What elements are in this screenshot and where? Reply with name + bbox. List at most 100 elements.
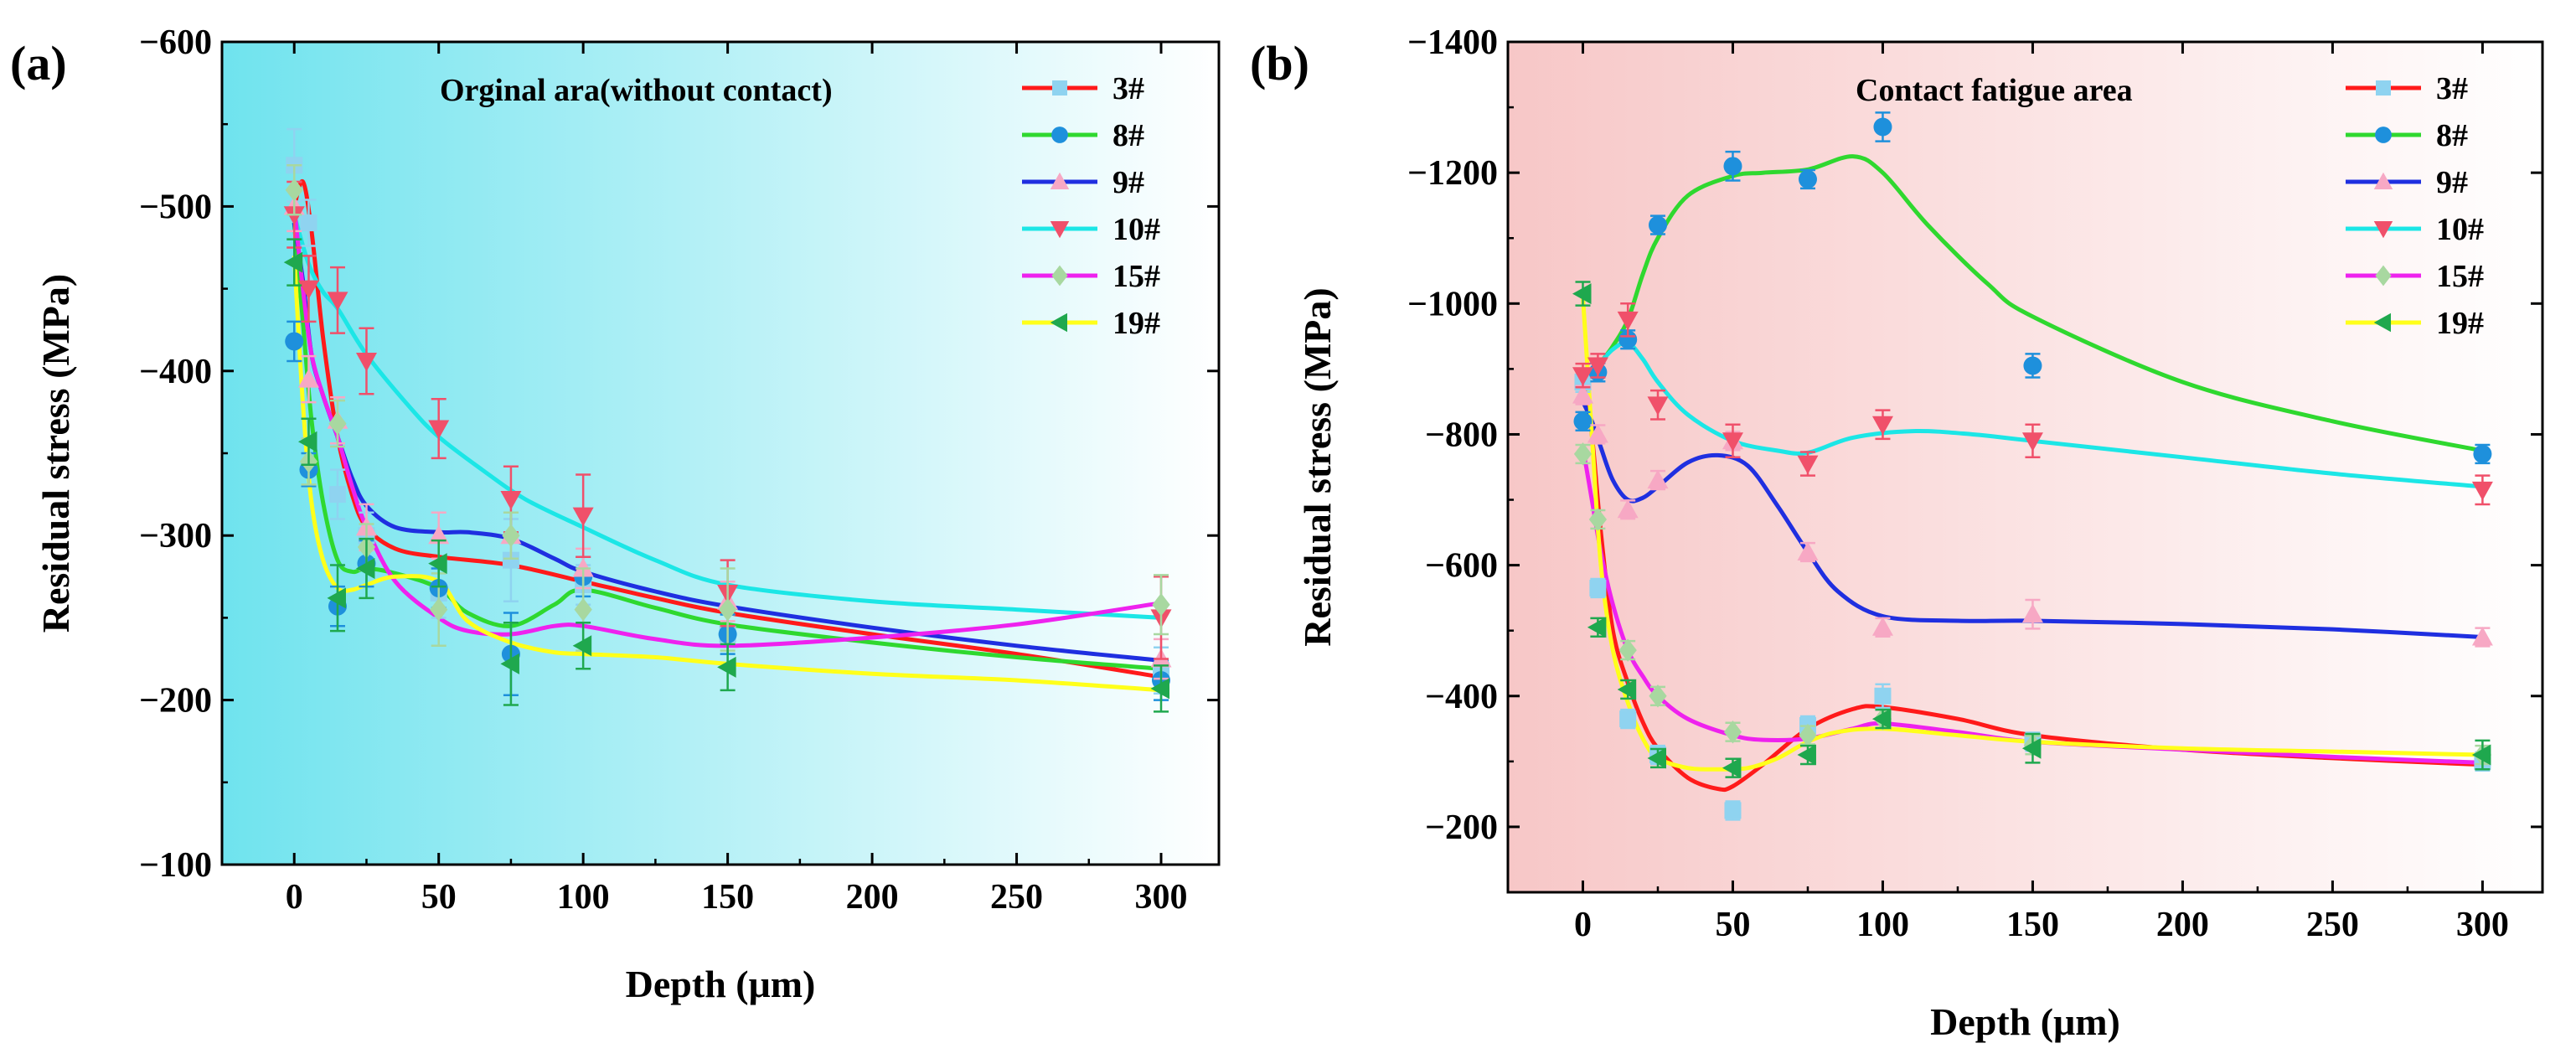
- data-point: [502, 524, 520, 547]
- y-tick-label: −400: [1425, 678, 1498, 716]
- data-point: [328, 411, 347, 436]
- y-tick-label: −600: [1425, 547, 1498, 586]
- y-tick-label: −500: [139, 188, 212, 226]
- data-point: [718, 597, 737, 622]
- data-point: [297, 431, 317, 452]
- data-point: [1618, 330, 1638, 349]
- series-line-19#: [292, 256, 1162, 693]
- y-tick-label: −200: [139, 682, 212, 721]
- data-point: [1871, 416, 1893, 436]
- chart-annotation: Orginal ara(without contact): [440, 73, 833, 108]
- data-point: [1724, 802, 1742, 819]
- data-point: [1573, 442, 1593, 466]
- legend-marker: [1051, 265, 1068, 287]
- series-line-8#: [1582, 154, 2483, 453]
- data-point: [572, 635, 592, 657]
- data-point: [1587, 357, 1608, 376]
- legend-label: 15#: [2436, 259, 2484, 294]
- y-tick-label: −300: [139, 517, 212, 555]
- data-point: [2473, 444, 2492, 463]
- data-point: [1799, 723, 1817, 747]
- legend-label: 3#: [2436, 71, 2468, 106]
- x-tick-label: 100: [1856, 906, 1909, 944]
- series-line-8#: [292, 222, 1162, 671]
- data-point: [300, 214, 317, 232]
- data-point: [1871, 708, 1892, 730]
- data-point: [1647, 396, 1669, 416]
- legend: 3# 8# 9# 10# 15# 19#: [2346, 71, 2484, 341]
- y-axis-title: Residual stress (MPa): [34, 274, 77, 633]
- y-tick-label: −200: [1425, 808, 1498, 847]
- data-point: [1617, 311, 1639, 331]
- legend: 3# 8# 9# 10# 15# 19#: [1022, 71, 1160, 341]
- data-point: [1588, 508, 1608, 531]
- data-point: [1648, 215, 1667, 235]
- data-point: [430, 597, 448, 622]
- data-point: [428, 553, 447, 575]
- series-line-15#: [292, 206, 1162, 648]
- data-point: [283, 251, 303, 273]
- data-point: [1152, 592, 1170, 617]
- x-axis-title: Depth (μm): [1930, 1000, 2120, 1043]
- data-point: [1572, 385, 1593, 404]
- legend-label: 10#: [1112, 212, 1160, 247]
- data-point: [297, 369, 319, 388]
- data-point: [1722, 757, 1742, 779]
- legend-marker: [2373, 312, 2391, 333]
- data-point: [1572, 367, 1593, 386]
- data-point: [1572, 283, 1592, 305]
- plot-frame: [1506, 40, 2544, 894]
- chart-panel-b: 0 50 100 150 200 250 300 −1400 −1200 −1000 −800 −60…: [1250, 23, 2544, 1043]
- data-point: [328, 486, 346, 504]
- legend-marker: [1052, 80, 1067, 96]
- series-line-9#: [1581, 400, 2483, 639]
- data-point: [1573, 411, 1593, 431]
- data-point: [1587, 617, 1607, 638]
- legend-marker: [1051, 127, 1068, 143]
- legend-label: 3#: [1112, 71, 1144, 106]
- data-point: [428, 420, 450, 440]
- data-point: [2021, 432, 2043, 452]
- plot-background: [222, 42, 1219, 865]
- data-point: [2471, 481, 2493, 501]
- x-axis-title: Depth (μm): [626, 963, 816, 1005]
- data-point: [574, 597, 592, 622]
- data-point: [327, 292, 348, 311]
- chart-annotation: Contact fatigue area: [1856, 73, 2133, 108]
- y-tick-label: −100: [139, 846, 212, 885]
- data-point: [1874, 687, 1892, 705]
- data-point: [2471, 744, 2491, 766]
- y-tick-label: −400: [139, 353, 212, 391]
- series-line-3#: [292, 179, 1162, 679]
- series-points-19#: [283, 238, 1170, 713]
- data-point: [355, 353, 377, 372]
- data-point: [2471, 627, 2493, 646]
- data-point: [1647, 747, 1666, 769]
- data-point: [1619, 710, 1637, 728]
- legend-marker: [2373, 172, 2393, 189]
- data-point: [1618, 638, 1637, 662]
- data-point: [1723, 720, 1742, 744]
- series-line-19#: [1581, 297, 2483, 772]
- legend-marker: [1050, 172, 1070, 189]
- legend-marker: [2375, 127, 2392, 143]
- data-point: [1617, 498, 1639, 519]
- data-point: [1797, 541, 1819, 560]
- y-tick-label: −1200: [1407, 154, 1498, 193]
- legend-marker: [1050, 312, 1067, 333]
- data-point: [1723, 157, 1742, 176]
- y-axis-title: Residual stress (MPa): [1296, 287, 1339, 646]
- x-tick-label: 100: [557, 878, 610, 917]
- data-point: [2021, 603, 2043, 623]
- series-points-19#: [1572, 281, 2491, 779]
- legend-label: 9#: [2436, 165, 2468, 200]
- data-point: [2021, 737, 2042, 759]
- data-point: [428, 524, 450, 545]
- legend-label: 10#: [2436, 212, 2484, 247]
- x-tick-label: 200: [2156, 906, 2209, 944]
- legend-marker: [2373, 221, 2393, 239]
- data-point: [1647, 469, 1669, 489]
- x-tick-label: 50: [1715, 906, 1750, 944]
- data-point: [1871, 617, 1893, 636]
- data-point: [500, 653, 519, 674]
